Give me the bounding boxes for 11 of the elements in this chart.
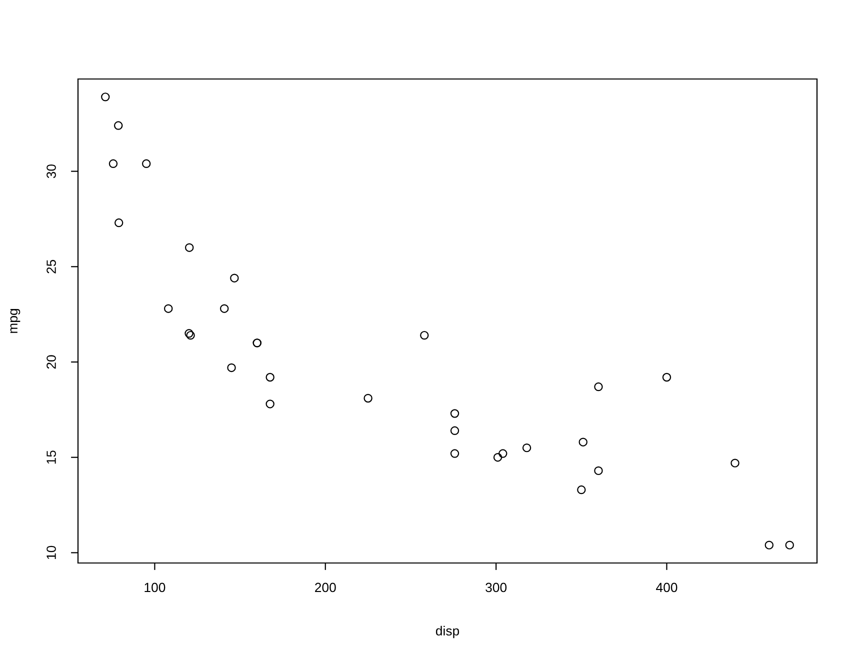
y-tick-label: 15 xyxy=(46,450,56,464)
x-tick-label: 400 xyxy=(656,582,678,592)
x-axis-title: disp xyxy=(436,626,460,638)
x-tick-label: 100 xyxy=(144,582,166,592)
x-tick-label: 200 xyxy=(315,582,336,592)
x-tick-label: 300 xyxy=(486,582,507,592)
y-axis-title: mpg xyxy=(10,309,20,333)
y-tick-label: 20 xyxy=(46,355,56,369)
y-tick-label: 30 xyxy=(46,164,56,178)
y-tick-label: 10 xyxy=(46,546,56,560)
y-tick-label: 25 xyxy=(46,260,56,274)
